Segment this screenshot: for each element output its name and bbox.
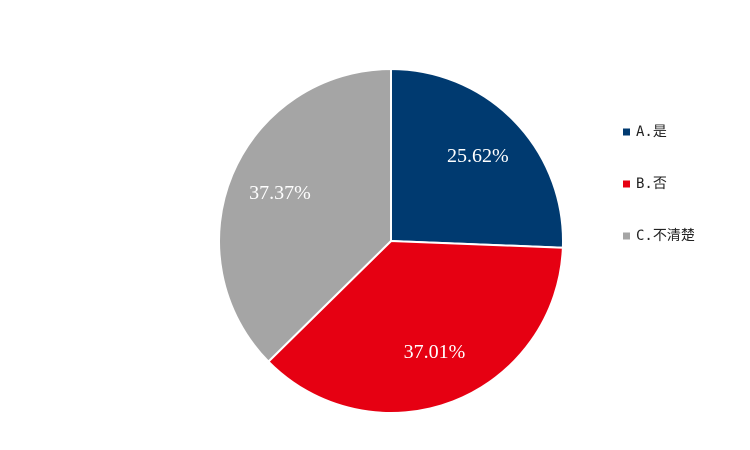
value-label: 25.62% — [447, 145, 509, 167]
legend-swatch — [623, 232, 630, 240]
legend-label: A.是 — [636, 124, 667, 140]
pie-slice — [218, 67, 392, 364]
value-label: 37.37% — [249, 182, 311, 204]
pie-slice — [266, 239, 564, 414]
legend-label: C.不清楚 — [636, 228, 695, 244]
legend-swatch — [623, 128, 630, 136]
pie-slice — [390, 67, 564, 249]
legend-swatch — [623, 180, 630, 188]
value-label: 37.01% — [404, 341, 466, 363]
legend-label: B.否 — [636, 176, 667, 192]
